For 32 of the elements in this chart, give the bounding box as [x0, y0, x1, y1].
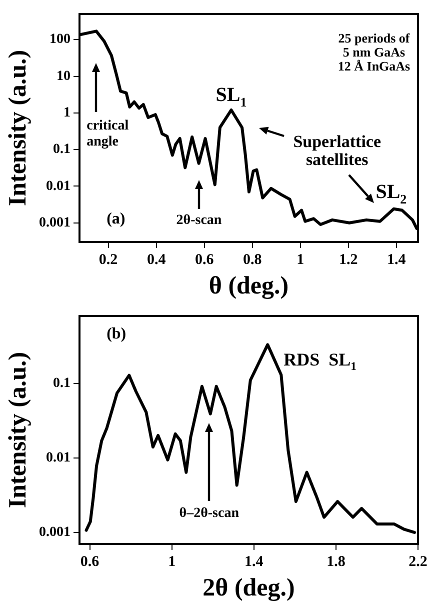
x-tick-label: 0.8 [242, 252, 262, 268]
x-tick-label: 1.2 [339, 252, 358, 268]
x-tick-label: 0.6 [80, 554, 100, 570]
x-tick-label: 0.2 [98, 252, 118, 268]
x-tick-label: 1.4 [244, 554, 264, 570]
y-tick-label: 10 [56, 68, 70, 84]
y-tick-label: 0.1 [53, 142, 70, 158]
y-tick-label: 0.001 [39, 525, 70, 540]
x-axis-title: 2θ (deg.) [202, 574, 295, 602]
annotation: 2θ-scan [176, 212, 222, 228]
annotation: θ–2θ-scan [179, 506, 240, 522]
y-tick-label: 0.1 [53, 376, 70, 391]
y-tick-label: 0.01 [46, 450, 70, 466]
annotation: (a) [106, 210, 126, 228]
x-tick-label: 1 [296, 252, 304, 268]
x-tick-label: 0.4 [146, 252, 166, 268]
x-tick-label: 1 [168, 554, 176, 570]
y-axis-title: Intensity (a.u.) [4, 352, 32, 508]
x-tick-label: 1.8 [326, 554, 346, 570]
y-tick-label: 0.001 [39, 215, 70, 230]
y-tick-label: 100 [50, 32, 70, 48]
annotation: (b) [106, 325, 126, 342]
y-tick-label: 0.01 [46, 178, 70, 194]
annotation: critical angle [86, 118, 129, 150]
y-axis-title: Intensity (a.u.) [4, 50, 32, 206]
y-tick-label: 1 [64, 106, 70, 121]
x-axis-title: θ (deg.) [208, 272, 289, 300]
annotation: 25 periods of 5 nm GaAs 12 Å InGaAs [338, 30, 410, 74]
annotation: Superlattice satellites [293, 132, 382, 169]
x-tick-label: 1.4 [387, 252, 406, 268]
x-tick-label: 0.6 [194, 252, 214, 268]
x-tick-label: 2.2 [408, 554, 428, 570]
